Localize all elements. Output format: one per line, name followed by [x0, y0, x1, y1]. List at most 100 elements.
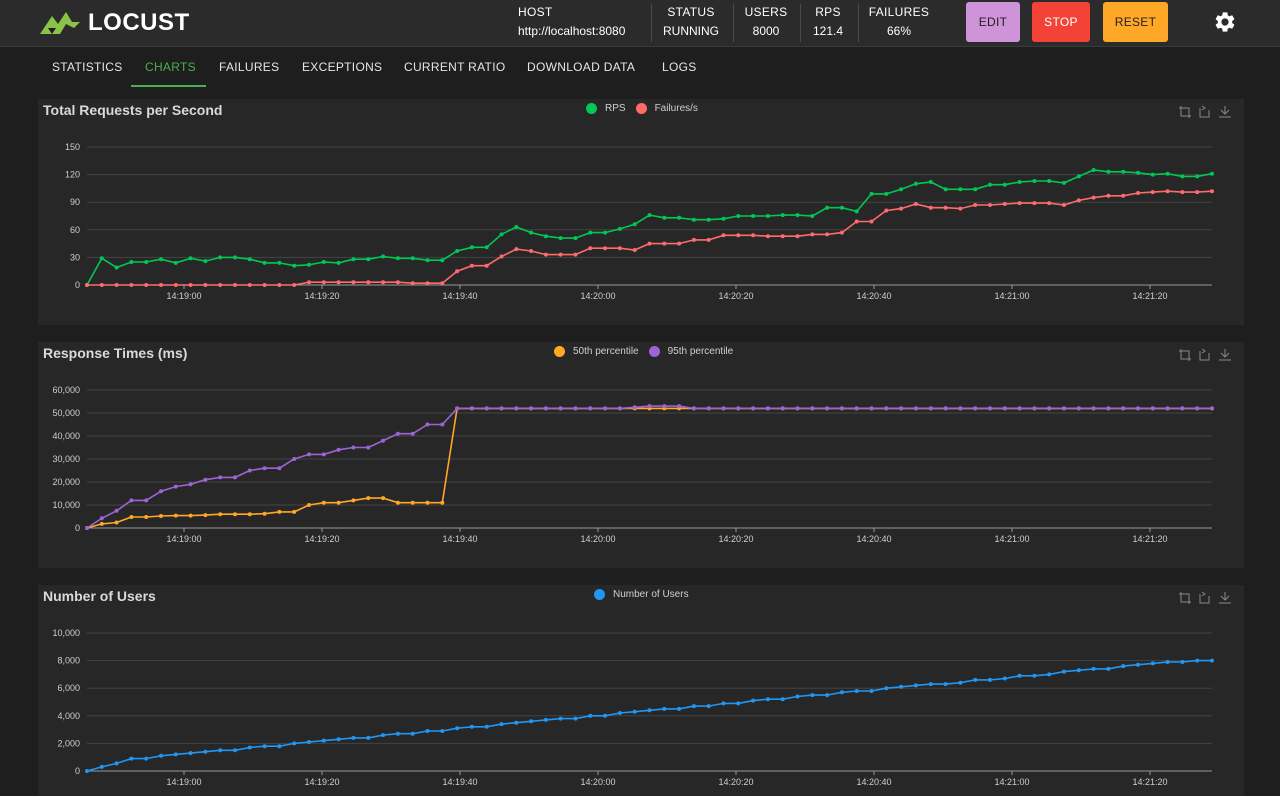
locust-logo[interactable]: LOCUST — [38, 9, 190, 37]
tab-failures[interactable]: FAILURES — [219, 60, 280, 74]
settings-gear-icon[interactable] — [1213, 10, 1237, 34]
data-point — [292, 741, 297, 746]
data-point — [558, 716, 563, 721]
data-point — [292, 509, 297, 514]
stop-button[interactable]: STOP — [1032, 2, 1090, 42]
zoom-reset-icon[interactable] — [1198, 348, 1212, 362]
chart-legend: Number of Users — [594, 589, 699, 600]
data-point — [691, 406, 696, 411]
data-point — [603, 230, 608, 235]
data-point — [499, 722, 504, 727]
data-point — [159, 283, 163, 287]
legend-item-users[interactable]: Number of Users — [594, 589, 689, 600]
data-point — [1150, 172, 1155, 177]
chart-legend: 50th percentile 95th percentile — [554, 346, 743, 357]
chart-title: Response Times (ms) — [43, 345, 188, 361]
tab-download-data[interactable]: DOWNLOAD DATA — [527, 60, 636, 74]
data-point — [899, 406, 904, 411]
tab-logs[interactable]: LOGS — [662, 60, 697, 74]
data-point — [1136, 662, 1140, 667]
data-point — [425, 258, 430, 263]
data-point — [1076, 406, 1081, 411]
download-icon[interactable] — [1218, 105, 1232, 119]
data-point — [662, 706, 667, 711]
y-tick-label: 0 — [75, 766, 80, 776]
download-icon[interactable] — [1218, 348, 1232, 362]
x-tick-label: 14:19:20 — [304, 777, 339, 787]
data-point — [1017, 201, 1022, 206]
legend-item-rps[interactable]: RPS — [586, 103, 626, 114]
data-point — [484, 245, 489, 250]
data-point — [292, 263, 297, 268]
data-point — [484, 406, 489, 411]
data-point — [751, 233, 756, 238]
zoom-reset-icon[interactable] — [1198, 591, 1212, 605]
reset-button[interactable]: RESET — [1103, 2, 1168, 42]
tab-bar: STATISTICS CHARTS FAILURES EXCEPTIONS CU… — [0, 48, 1280, 88]
tab-current-ratio[interactable]: CURRENT RATIO — [404, 60, 506, 74]
x-tick-label: 14:20:00 — [580, 534, 615, 544]
data-point — [440, 281, 445, 286]
data-point — [321, 260, 326, 264]
data-point — [292, 457, 297, 461]
data-point — [188, 513, 193, 518]
data-point — [573, 252, 578, 257]
data-point — [410, 500, 415, 505]
legend-swatch — [554, 346, 565, 357]
data-point — [943, 406, 948, 411]
zoom-reset-icon[interactable] — [1198, 105, 1212, 119]
data-point — [366, 496, 371, 501]
data-point — [765, 214, 770, 218]
data-point — [159, 257, 163, 262]
tab-exceptions[interactable]: EXCEPTIONS — [302, 60, 383, 74]
zoom-icon[interactable] — [1178, 105, 1192, 119]
data-point — [351, 735, 356, 740]
data-point — [129, 498, 134, 503]
data-point — [173, 513, 178, 518]
data-point — [529, 406, 534, 411]
data-point — [1076, 668, 1081, 673]
data-point — [1047, 672, 1052, 677]
users-chart: 0 2,000 4,000 6,000 8,000 10,000 14:19:00 14:19… — [52, 628, 1214, 787]
data-point — [1165, 171, 1170, 176]
legend-item-failures[interactable]: Failures/s — [635, 103, 698, 114]
data-point — [913, 181, 918, 186]
legend-label: Number of Users — [613, 589, 689, 600]
zoom-icon[interactable] — [1178, 591, 1192, 605]
data-point — [455, 249, 460, 253]
y-tick-label: 40,000 — [52, 431, 80, 441]
x-tick-label: 14:20:00 — [580, 291, 615, 301]
data-point — [706, 237, 711, 242]
data-point — [632, 248, 637, 252]
data-point — [321, 280, 326, 285]
stat-users: USERS 8000 — [740, 4, 792, 44]
data-point — [632, 709, 637, 714]
data-point — [529, 249, 534, 253]
legend-swatch — [648, 346, 660, 357]
data-point — [114, 508, 119, 513]
chart-toolbox — [1178, 105, 1232, 119]
app-name: LOCUST — [88, 9, 190, 36]
data-point — [899, 684, 904, 689]
legend-item-p95[interactable]: 95th percentile — [648, 346, 733, 357]
data-point — [973, 203, 978, 207]
data-point — [514, 247, 519, 252]
data-point — [351, 280, 356, 285]
legend-item-p50[interactable]: 50th percentile — [554, 346, 639, 357]
tab-charts[interactable]: CHARTS — [145, 60, 196, 74]
data-point — [677, 404, 682, 409]
data-point — [928, 406, 933, 411]
edit-button[interactable]: EDIT — [966, 2, 1020, 42]
download-icon[interactable] — [1218, 591, 1232, 605]
data-point — [1121, 193, 1126, 198]
data-point — [1210, 658, 1214, 663]
x-tick-label: 14:21:20 — [1132, 534, 1167, 544]
data-point — [691, 704, 696, 709]
data-point — [129, 283, 134, 287]
data-point — [425, 422, 430, 427]
stat-host-value: http://localhost:8080 — [518, 24, 626, 38]
data-point — [1150, 190, 1155, 195]
tab-statistics[interactable]: STATISTICS — [52, 60, 123, 74]
data-point — [691, 217, 696, 222]
zoom-icon[interactable] — [1178, 348, 1192, 362]
